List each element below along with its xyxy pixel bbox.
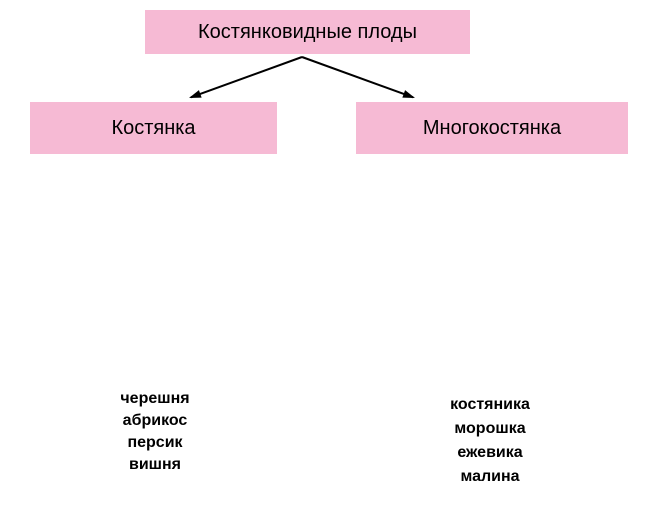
list-item: ежевика	[435, 441, 545, 465]
list-item: костяника	[435, 393, 545, 417]
list-item: абрикос	[105, 410, 205, 432]
branch-arrows	[0, 0, 667, 523]
left-list: черешняабрикосперсиквишня	[105, 388, 205, 476]
right-label: Многокостянка	[423, 117, 561, 140]
right-list: костяникаморошкаежевикамалина	[435, 393, 545, 489]
root-label: Костянковидные плоды	[198, 21, 417, 44]
right-box: Многокостянка	[356, 102, 628, 154]
list-item: вишня	[105, 454, 205, 476]
list-item: черешня	[105, 388, 205, 410]
root-box: Костянковидные плоды	[145, 10, 470, 54]
left-label: Костянка	[111, 117, 195, 140]
list-item: персик	[105, 432, 205, 454]
list-item: морошка	[435, 417, 545, 441]
list-item: малина	[435, 465, 545, 489]
left-box: Костянка	[30, 102, 277, 154]
